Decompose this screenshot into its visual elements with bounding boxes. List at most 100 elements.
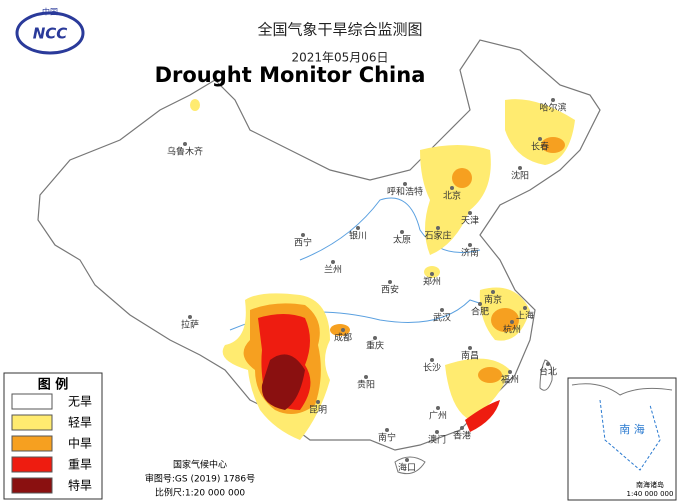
inset-caption: 南海诸岛: [636, 480, 664, 489]
city-dot: [440, 308, 444, 312]
footer-scale: 比例尺:1:20 000 000: [155, 487, 246, 499]
city-label: 成都: [334, 332, 352, 344]
date: 2021年05月06日: [291, 51, 388, 65]
city-label: 沈阳: [511, 170, 529, 182]
city-dot: [510, 320, 514, 324]
city-label: 广州: [429, 410, 447, 422]
city-label: 台北: [539, 366, 557, 378]
legend-swatch: [11, 414, 53, 431]
city-dot: [436, 226, 440, 230]
inset-boundary: [599, 399, 661, 471]
river: [299, 197, 481, 261]
city-label: 澳门: [428, 434, 446, 446]
city-dot: [403, 182, 407, 186]
city-dot: [400, 230, 404, 234]
legend-label: 中旱: [68, 436, 92, 451]
city-dot: [388, 280, 392, 284]
logo-caption: 中国: [42, 7, 58, 17]
city-dot: [356, 226, 360, 230]
city-label: 兰州: [324, 264, 342, 276]
city-label: 南京: [484, 294, 502, 306]
city-label: 香港: [453, 430, 471, 442]
city-label: 南昌: [461, 350, 479, 362]
city-dot: [468, 243, 472, 247]
inset-coast: [571, 383, 673, 396]
city-dot: [341, 328, 345, 332]
city-dot: [188, 315, 192, 319]
city-label: 西宁: [294, 237, 312, 249]
city-label: 福州: [501, 374, 519, 386]
city-label: 杭州: [503, 324, 521, 336]
legend-title: 图 例: [38, 377, 69, 393]
city-dot: [183, 142, 187, 146]
city-label: 郑州: [423, 276, 441, 288]
city-label: 上海: [516, 310, 534, 322]
logo: NCC 中国: [15, 7, 85, 55]
overlay-title: Drought Monitor China: [155, 63, 426, 87]
city-dot: [468, 211, 472, 215]
legend-swatch: [11, 393, 53, 410]
city-dot: [518, 166, 522, 170]
city-label: 石家庄: [424, 230, 451, 242]
footer-approval: 审图号:GS (2019) 1786号: [145, 473, 255, 485]
city-dot: [385, 428, 389, 432]
city-label: 济南: [461, 247, 479, 259]
city-dot: [316, 400, 320, 404]
city-dot: [478, 302, 482, 306]
title: 全国气象干旱综合监测图: [257, 21, 422, 39]
city-label: 乌鲁木齐: [167, 146, 203, 158]
city-dot: [435, 430, 439, 434]
footer-agency: 国家气候中心: [173, 459, 227, 471]
city-label: 天津: [461, 216, 479, 227]
city-label: 银川: [349, 230, 367, 242]
legend-swatch: [11, 477, 53, 494]
city-label: 西安: [381, 284, 399, 296]
city-dot: [373, 336, 377, 340]
city-dot: [460, 426, 464, 430]
city-dot: [364, 375, 368, 379]
legend-label: 特旱: [68, 478, 92, 493]
city-dot: [331, 260, 335, 264]
legend-label: 轻旱: [68, 416, 92, 430]
legend-label: 无旱: [68, 395, 92, 409]
inset-scale: 1:40 000 000: [627, 490, 674, 498]
country-outline: [37, 39, 601, 451]
city-dot: [301, 233, 305, 237]
inset-sea: 南 海: [619, 422, 645, 436]
city-dot: [436, 406, 440, 410]
city-label: 重庆: [366, 340, 384, 352]
city-dot: [430, 272, 434, 276]
city-dot: [491, 290, 495, 294]
city-label: 昆明: [309, 405, 327, 416]
city-label: 北京: [443, 190, 461, 202]
city-dot: [508, 370, 512, 374]
city-dot: [430, 358, 434, 362]
inset-box: [567, 377, 677, 501]
city-label: 太原: [393, 234, 411, 246]
city-dot: [405, 458, 409, 462]
city-label: 长春: [531, 141, 549, 153]
city-label: 贵阳: [357, 379, 375, 391]
city-label: 合肥: [471, 306, 489, 318]
hainan: [394, 456, 426, 475]
city-dot: [538, 137, 542, 141]
city-label: 长沙: [423, 362, 441, 374]
city-dot: [523, 306, 527, 310]
city-label: 南宁: [378, 432, 396, 444]
city-label: 海口: [398, 462, 416, 474]
inset: 南 海 南海诸岛 1:40 000 000: [567, 377, 677, 501]
city-label: 呼和浩特: [387, 186, 423, 198]
city-dot: [450, 186, 454, 190]
city-label: 哈尔滨: [539, 102, 566, 114]
city-dot: [468, 346, 472, 350]
logo-text: NCC: [33, 25, 68, 43]
legend-swatch: [11, 435, 53, 452]
drought-areas: [190, 99, 575, 440]
taiwan: [539, 359, 553, 391]
city-dot: [551, 98, 555, 102]
legend-label: 重旱: [68, 458, 92, 472]
legend-swatch: [11, 456, 53, 473]
